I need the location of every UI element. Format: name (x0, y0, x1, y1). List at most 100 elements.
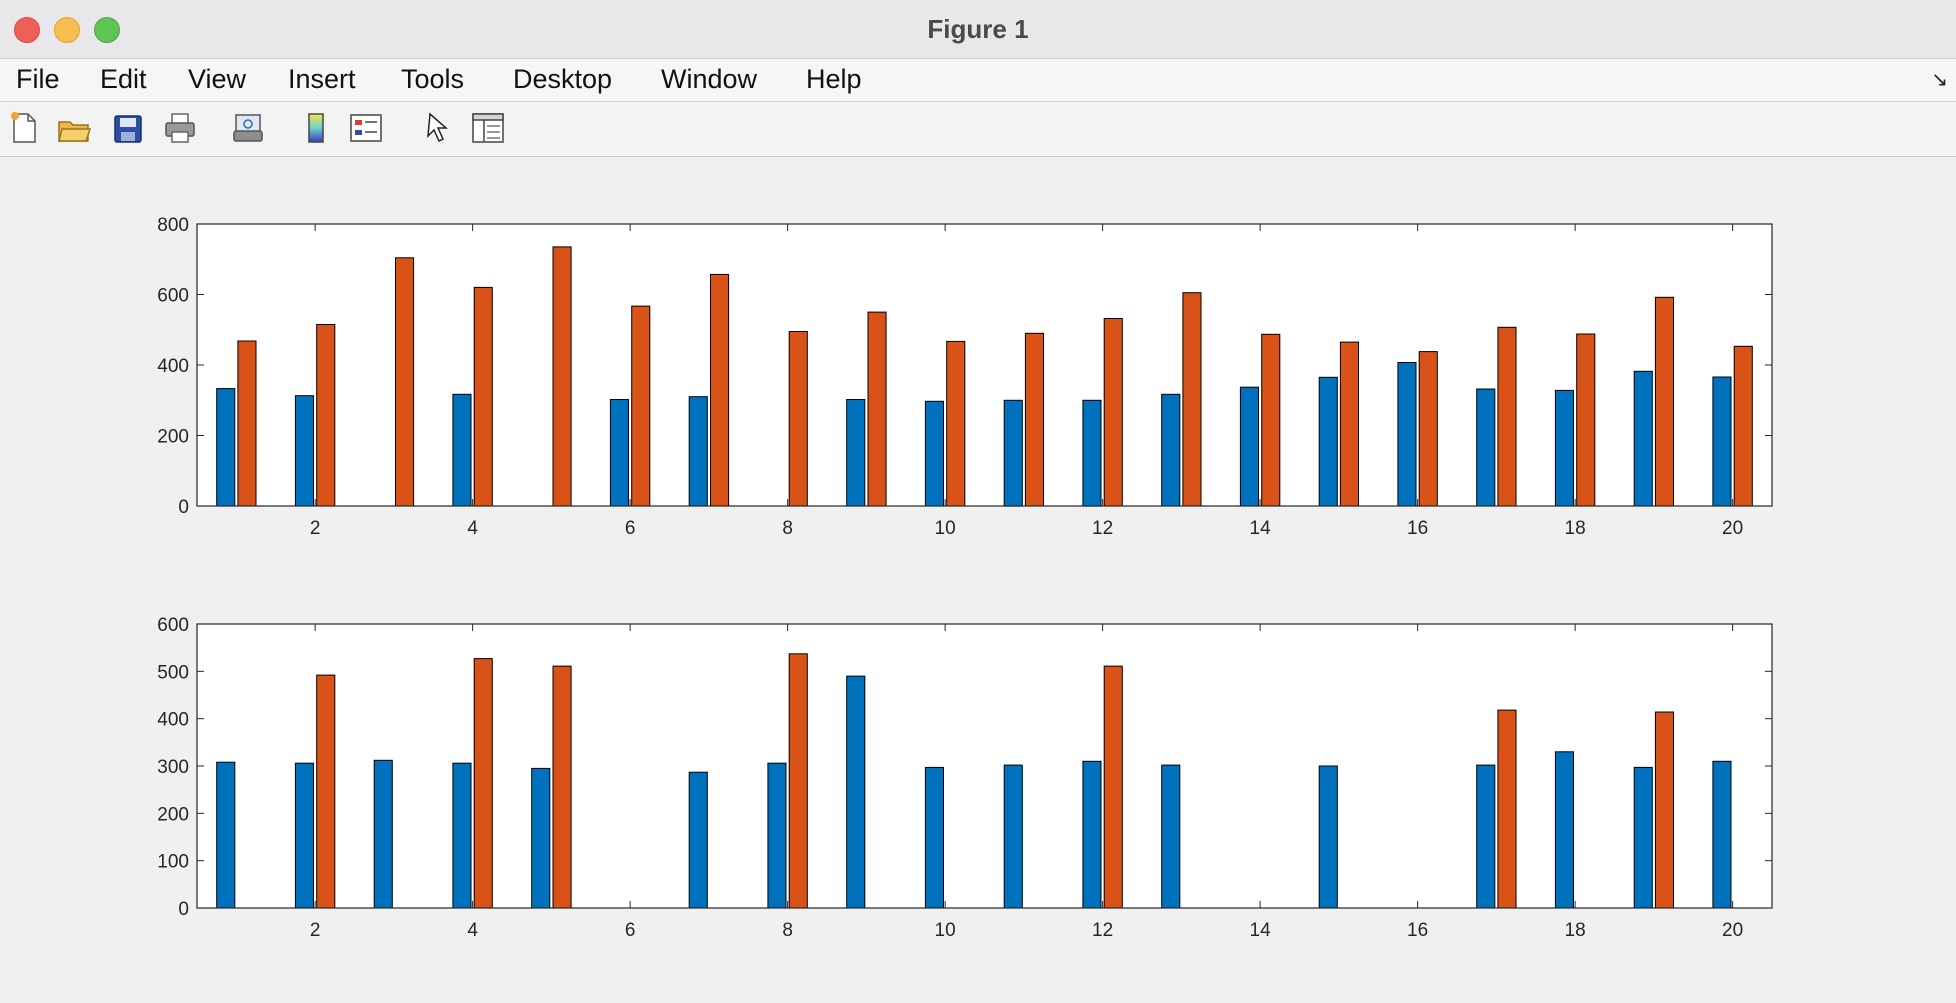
axes-background (197, 224, 1772, 506)
bar-s2-x18 (1576, 333, 1596, 507)
bar-s1-x10 (924, 400, 945, 507)
xtick-label: 4 (467, 920, 478, 941)
ytick-label: 300 (157, 757, 189, 778)
colorbar-icon[interactable] (298, 110, 334, 146)
bar-s1-x11 (1003, 764, 1023, 909)
bar-s1-x8 (767, 762, 787, 909)
save-icon[interactable] (110, 110, 146, 146)
bar-s2-x3 (395, 257, 415, 507)
close-window-button[interactable] (14, 17, 40, 43)
bar-s2-x8 (788, 653, 808, 909)
bar-s2-x10 (946, 340, 966, 507)
xtick-label: 20 (1722, 920, 1743, 941)
open-file-icon[interactable] (56, 110, 92, 146)
new-figure-icon[interactable] (6, 110, 42, 146)
bar-s1-x9 (846, 675, 866, 909)
property-inspector-icon[interactable] (470, 110, 506, 146)
bar-s2-x17 (1497, 326, 1517, 507)
xtick-label: 8 (782, 518, 793, 539)
bar-s2-x8 (788, 331, 808, 507)
bar-s2-x4 (473, 286, 493, 507)
bar-s1-x1 (216, 388, 236, 507)
menu-help[interactable]: Help (806, 64, 862, 94)
link-plot-icon[interactable] (230, 110, 266, 146)
ytick-label: 600 (157, 286, 189, 307)
minimize-window-button[interactable] (54, 17, 80, 43)
bar-s2-x12 (1103, 665, 1123, 909)
bar-s1-x3 (373, 759, 393, 909)
xtick-label: 12 (1092, 920, 1113, 941)
menu-desktop[interactable]: Desktop (513, 64, 613, 94)
xtick-label: 16 (1407, 518, 1428, 539)
menu-view[interactable]: View (188, 64, 247, 94)
bar-s2-x12 (1103, 318, 1123, 507)
bar-s2-x11 (1024, 332, 1045, 507)
maximize-window-button[interactable] (94, 17, 120, 43)
toolbar (0, 102, 1956, 157)
xtick-label: 8 (782, 920, 793, 941)
bar-s2-x13 (1182, 292, 1202, 507)
xtick-label: 2 (310, 518, 321, 539)
ytick-label: 200 (157, 804, 189, 825)
print-icon[interactable] (162, 110, 198, 146)
bar-s2-x19 (1654, 296, 1675, 507)
ytick-label: 0 (178, 899, 189, 920)
bar-s1-x17 (1476, 388, 1496, 507)
xtick-label: 20 (1722, 518, 1743, 539)
bar-s1-x2 (294, 395, 314, 507)
bar-s1-x12 (1082, 399, 1102, 507)
ytick-label: 0 (178, 497, 189, 518)
bar-s2-x2 (316, 324, 336, 507)
bar-s2-x16 (1418, 351, 1438, 507)
bar-s1-x9 (846, 399, 866, 507)
bar-s1-x15 (1318, 765, 1338, 909)
bar-s1-x1 (216, 761, 236, 909)
bar-s1-x10 (924, 766, 945, 909)
xtick-label: 2 (310, 920, 321, 941)
bar-s1-x18 (1554, 389, 1575, 507)
bar-s1-x7 (688, 396, 708, 507)
bar-s1-x19 (1633, 370, 1653, 507)
bar-s1-x20 (1712, 376, 1732, 507)
bar-s1-x13 (1161, 764, 1181, 909)
bar-s1-x17 (1476, 764, 1496, 909)
bar-s2-x7 (710, 273, 730, 507)
xtick-label: 6 (625, 518, 636, 539)
bar-s1-x11 (1003, 399, 1023, 507)
bar-s1-x14 (1239, 386, 1260, 507)
bar-s2-x5 (552, 665, 572, 909)
menu-window[interactable]: Window (661, 64, 758, 94)
ytick-label: 500 (157, 662, 189, 683)
menu-bar: File Edit View Insert Tools Desktop Wind… (0, 59, 1956, 102)
ytick-label: 400 (157, 710, 189, 731)
menu-insert[interactable]: Insert (288, 64, 356, 94)
bar-s2-x20 (1733, 345, 1753, 507)
bar-s1-x15 (1318, 376, 1338, 507)
bar-s2-x4 (473, 658, 493, 909)
bar-s1-x2 (294, 762, 314, 909)
menu-edit[interactable]: Edit (100, 64, 147, 94)
bar-s1-x13 (1161, 393, 1181, 507)
legend-icon[interactable] (348, 110, 384, 146)
menu-tools[interactable]: Tools (401, 64, 465, 94)
bar-s1-x18 (1554, 751, 1575, 909)
window-title: Figure 1 (927, 14, 1029, 44)
undock-arrow-icon[interactable]: ↘ (1931, 69, 1948, 91)
bar-s1-x7 (688, 771, 708, 909)
plot-area: 2 4 6 8 10 12 14 16 18 20 0 200 400 600 800 2 4 6 8 10 12 14 1… (0, 157, 1956, 998)
xtick-label: 18 (1565, 920, 1586, 941)
bar-s1-x5 (531, 767, 551, 909)
bar-s2-x14 (1261, 333, 1281, 507)
ytick-label: 100 (157, 852, 189, 873)
xtick-label: 16 (1407, 920, 1428, 941)
xtick-label: 10 (935, 518, 956, 539)
xtick-label: 12 (1092, 518, 1113, 539)
edit-plot-icon[interactable] (420, 110, 456, 146)
bar-s2-x17 (1497, 709, 1517, 909)
menu-file[interactable]: File (16, 64, 60, 94)
ytick-label: 800 (157, 215, 189, 236)
bar-s1-x16 (1397, 362, 1417, 507)
